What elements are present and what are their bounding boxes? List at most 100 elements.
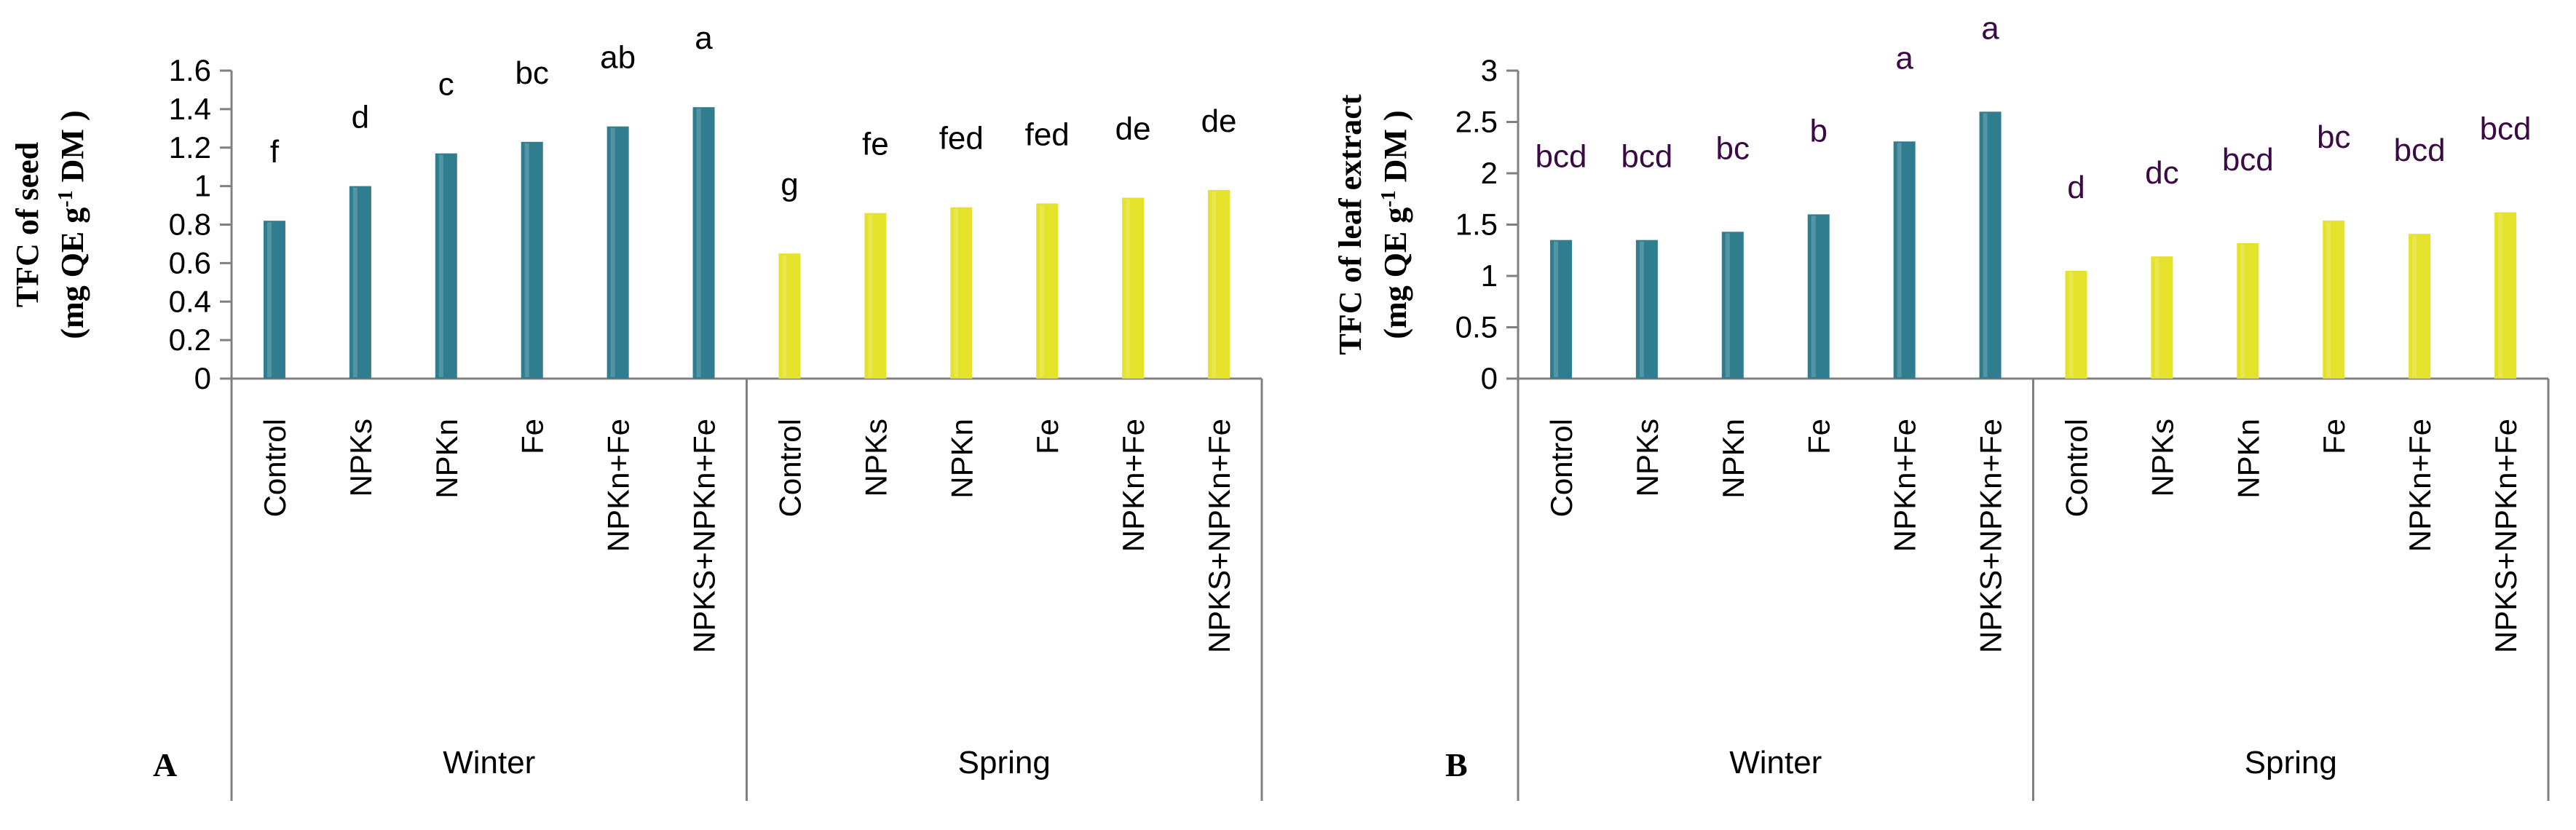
bar-highlight [2069,272,2074,377]
bar-highlight [2154,258,2160,377]
panel-b-chart: 00.511.522.53bcdControlbcdNPKsbcNPKnbFea… [1332,10,2550,801]
category-label: NPKS+NPKn+Fe [687,419,722,653]
bar [2237,242,2259,379]
y-axis-title-line2: (mg QE g-1 DM ) [1378,110,1414,339]
bar [1979,111,2002,379]
group-label: Spring [2245,745,2337,780]
y-tick-label: 3 [1481,53,1498,87]
significance-letter: f [270,134,280,170]
bar-highlight [1553,241,1558,377]
category-label: NPKS+NPKn+Fe [2489,419,2523,653]
bar-highlight [782,255,787,377]
y-tick-label: 0 [194,361,211,395]
y-tick-label: 0.6 [169,245,211,280]
significance-letter: fe [862,127,889,162]
bar [2409,234,2431,379]
panel-label: A [153,746,177,783]
category-label: NPKs [858,419,893,497]
category-label: NPKs [344,419,378,497]
bar-highlight [352,187,357,377]
group-label: Winter [1729,745,1822,780]
bar [521,141,543,379]
bar-highlight [610,127,615,377]
bar [1635,240,1658,379]
significance-letter: bcd [1535,139,1587,175]
significance-letter: bc [1716,130,1750,166]
bar-highlight [696,108,701,377]
category-label: NPKn+Fe [1116,419,1150,552]
category-label: NPKn+Fe [2403,419,2437,552]
bar [1036,203,1059,379]
bar [1122,197,1145,379]
bar [1549,240,1572,379]
category-label: Control [1544,419,1579,517]
bar [435,153,457,379]
y-tick-label: 0 [1481,361,1498,395]
y-tick-label: 0.4 [169,284,211,318]
bar-highlight [1811,216,1816,377]
significance-letter: a [695,20,713,56]
bar [1893,141,1916,379]
bar-highlight [1212,191,1217,377]
group-label: Spring [958,745,1051,780]
bar [2494,212,2517,379]
significance-letter: g [781,167,798,202]
category-label: NPKs [2145,419,2179,497]
y-tick-label: 1.6 [169,53,211,87]
bar-highlight [524,143,529,377]
category-label: NPKn [944,419,979,499]
y-axis-title-line1: TFC of leaf extract [1332,94,1368,355]
category-label: Control [258,419,292,517]
significance-letter: bc [2317,119,2350,155]
y-tick-label: 1.4 [169,92,211,126]
significance-letter: b [1809,113,1827,149]
category-label: Fe [515,419,550,454]
significance-letter: de [1115,111,1151,146]
category-label: Fe [1030,419,1064,454]
bar-highlight [1126,199,1131,377]
y-tick-label: 1.2 [169,130,211,165]
significance-letter: a [1981,10,1999,46]
category-label: NPKn [2231,419,2265,499]
bar-highlight [954,208,959,377]
bar [692,107,715,379]
bar [2065,270,2087,379]
category-label: NPKS+NPKn+Fe [1974,419,2008,653]
bar [1208,189,1230,379]
bar [2151,256,2173,379]
category-label: NPKn+Fe [601,419,636,552]
bar-highlight [1639,241,1644,377]
bar [864,213,887,379]
y-tick-label: 0.5 [1455,310,1498,344]
y-axis-title-line2: (mg QE g-1 DM ) [55,110,91,339]
bar-highlight [266,222,272,377]
y-tick-label: 0.2 [169,323,211,357]
significance-letter: a [1895,40,1913,76]
bar-highlight [2412,235,2417,377]
y-axis-title-line1: TFC of seed [9,142,45,307]
y-tick-label: 1 [194,169,211,203]
bar-highlight [1725,233,1730,377]
significance-letter: bc [515,55,548,91]
y-tick-label: 2.5 [1455,105,1498,139]
significance-letter: dc [2145,155,2178,191]
y-tick-label: 1.5 [1455,208,1498,242]
bar-highlight [1983,113,1988,377]
category-label: Control [773,419,807,517]
significance-letter: bcd [1621,139,1672,175]
bar [950,207,973,379]
significance-letter: bcd [2222,142,2274,178]
significance-letter: bcd [2394,133,2446,168]
bar-highlight [438,154,443,377]
category-label: NPKn [430,419,464,499]
bar [2323,220,2345,379]
bar-highlight [2498,213,2503,377]
significance-letter: d [2067,170,2085,205]
y-tick-label: 0.8 [169,208,211,242]
bar [1721,232,1744,379]
significance-letter: bcd [2480,111,2532,147]
category-label: NPKS+NPKn+Fe [1202,419,1236,653]
category-label: NPKn+Fe [1888,419,1922,552]
bar-highlight [2326,221,2331,377]
